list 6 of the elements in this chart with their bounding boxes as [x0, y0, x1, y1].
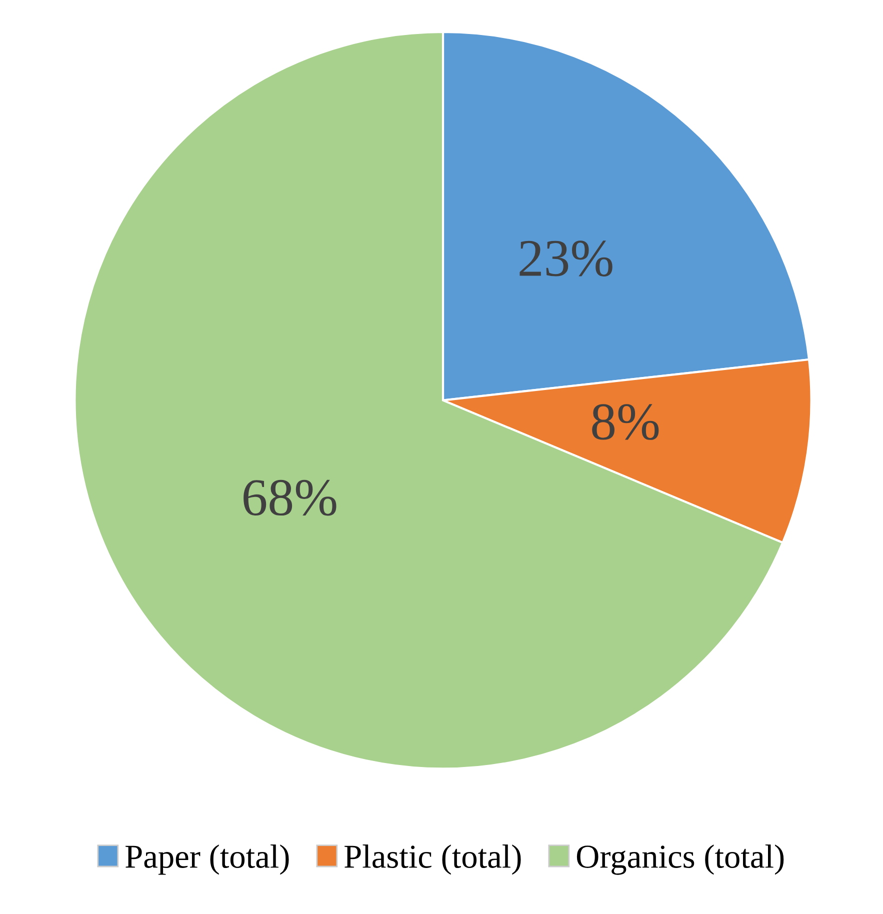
data-label: 68%	[244, 480, 336, 516]
legend-label: Paper (total)	[126, 844, 289, 875]
data-label: 23%	[520, 240, 612, 276]
legend-label: Organics (total)	[576, 844, 784, 875]
data-label: 8%	[592, 404, 659, 440]
legend-label: Plastic (total)	[344, 844, 521, 875]
